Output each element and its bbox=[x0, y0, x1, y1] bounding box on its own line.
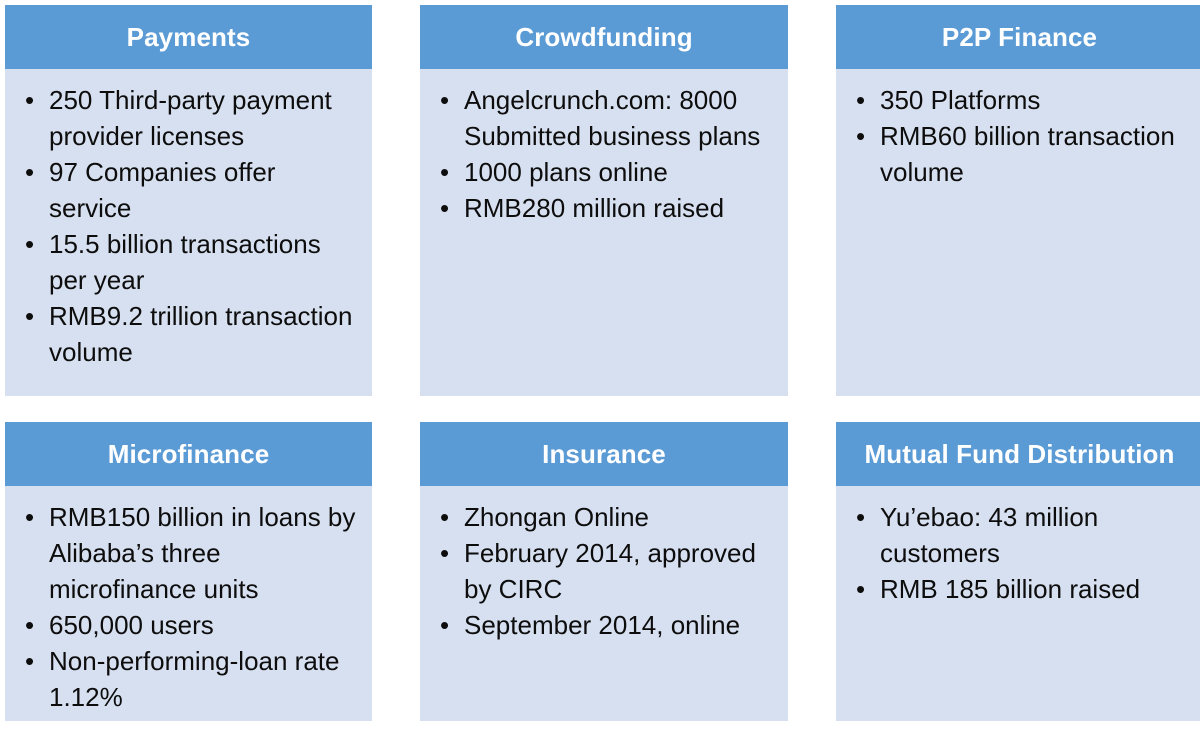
bullet-list: 350 Platforms RMB60 billion transaction … bbox=[848, 82, 1191, 190]
bullet-text: RMB 185 billion raised bbox=[880, 574, 1141, 604]
list-item: Zhongan Online bbox=[432, 499, 776, 535]
bullet-text: 650,000 users bbox=[49, 610, 214, 640]
bullet-text: RMB150 billion in loans by Alibaba’s thr… bbox=[49, 502, 356, 604]
bullet-list: RMB150 billion in loans by Alibaba’s thr… bbox=[17, 499, 360, 715]
card-title: Mutual Fund Distribution bbox=[864, 438, 1175, 469]
card-body-mutual-fund-distribution: Yu’ebao: 43 million customers RMB 185 bi… bbox=[836, 486, 1200, 721]
list-item: 650,000 users bbox=[17, 607, 360, 643]
bullet-text: Yu’ebao: 43 million customers bbox=[880, 502, 1099, 568]
card-body-p2p-finance: 350 Platforms RMB60 billion transaction … bbox=[836, 69, 1200, 396]
card-header-insurance: Insurance bbox=[420, 422, 788, 486]
card-grid: Payments 250 Third-party payment provide… bbox=[5, 5, 1200, 721]
card-payments[interactable]: Payments 250 Third-party payment provide… bbox=[5, 5, 372, 396]
bullet-text: Zhongan Online bbox=[464, 502, 650, 532]
bullet-list: Zhongan Online February 2014, approved b… bbox=[432, 499, 776, 643]
card-header-payments: Payments bbox=[5, 5, 372, 69]
card-p2p-finance[interactable]: P2P Finance 350 Platforms RMB60 billion … bbox=[836, 5, 1200, 396]
card-body-microfinance: RMB150 billion in loans by Alibaba’s thr… bbox=[5, 486, 372, 721]
card-header-crowdfunding: Crowdfunding bbox=[420, 5, 788, 69]
card-header-microfinance: Microfinance bbox=[5, 422, 372, 486]
list-item: RMB60 billion transaction volume bbox=[848, 118, 1191, 190]
list-item: Yu’ebao: 43 million customers bbox=[848, 499, 1191, 571]
list-item: September 2014, online bbox=[432, 607, 776, 643]
bullet-list: Yu’ebao: 43 million customers RMB 185 bi… bbox=[848, 499, 1191, 607]
card-header-p2p-finance: P2P Finance bbox=[836, 5, 1200, 69]
card-header-mutual-fund-distribution: Mutual Fund Distribution bbox=[836, 422, 1200, 486]
card-crowdfunding[interactable]: Crowdfunding Angelcrunch.com: 8000 Submi… bbox=[420, 5, 788, 396]
bullet-text: September 2014, online bbox=[464, 610, 741, 640]
bullet-text: RMB280 million raised bbox=[464, 193, 725, 223]
card-title: Microfinance bbox=[107, 438, 270, 469]
list-item: 1000 plans online bbox=[432, 154, 776, 190]
card-mutual-fund-distribution[interactable]: Mutual Fund Distribution Yu’ebao: 43 mil… bbox=[836, 422, 1200, 721]
list-item: February 2014, approved by CIRC bbox=[432, 535, 776, 607]
card-microfinance[interactable]: Microfinance RMB150 billion in loans by … bbox=[5, 422, 372, 721]
bullet-text: 97 Companies offer service bbox=[49, 157, 276, 223]
card-body-insurance: Zhongan Online February 2014, approved b… bbox=[420, 486, 788, 721]
list-item: 350 Platforms bbox=[848, 82, 1191, 118]
bullet-text: Non-performing-loan rate 1.12% bbox=[49, 646, 340, 712]
card-insurance[interactable]: Insurance Zhongan Online February 2014, … bbox=[420, 422, 788, 721]
card-body-crowdfunding: Angelcrunch.com: 8000 Submitted business… bbox=[420, 69, 788, 396]
bullet-list: Angelcrunch.com: 8000 Submitted business… bbox=[432, 82, 776, 226]
bullet-text: Angelcrunch.com: 8000 Submitted business… bbox=[464, 85, 761, 151]
list-item: 250 Third-party payment provider license… bbox=[17, 82, 360, 154]
bullet-text: RMB60 billion transaction volume bbox=[880, 121, 1175, 187]
bullet-text: 350 Platforms bbox=[880, 85, 1041, 115]
list-item: RMB 185 billion raised bbox=[848, 571, 1191, 607]
list-item: Non-performing-loan rate 1.12% bbox=[17, 643, 360, 715]
card-title: Crowdfunding bbox=[515, 21, 693, 52]
bullet-list: 250 Third-party payment provider license… bbox=[17, 82, 360, 370]
bullet-text: 1000 plans online bbox=[464, 157, 668, 187]
bullet-text: February 2014, approved by CIRC bbox=[464, 538, 756, 604]
card-title: Insurance bbox=[542, 438, 666, 469]
list-item: RMB9.2 trillion transaction volume bbox=[17, 298, 360, 370]
bullet-text: 15.5 billion transactions per year bbox=[49, 229, 321, 295]
list-item: 15.5 billion transactions per year bbox=[17, 226, 360, 298]
list-item: Angelcrunch.com: 8000 Submitted business… bbox=[432, 82, 776, 154]
bullet-text: 250 Third-party payment provider license… bbox=[49, 85, 332, 151]
bullet-text: RMB9.2 trillion transaction volume bbox=[49, 301, 353, 367]
card-body-payments: 250 Third-party payment provider license… bbox=[5, 69, 372, 396]
list-item: RMB280 million raised bbox=[432, 190, 776, 226]
card-title: Payments bbox=[126, 21, 251, 52]
list-item: 97 Companies offer service bbox=[17, 154, 360, 226]
list-item: RMB150 billion in loans by Alibaba’s thr… bbox=[17, 499, 360, 607]
card-title: P2P Finance bbox=[941, 21, 1098, 52]
